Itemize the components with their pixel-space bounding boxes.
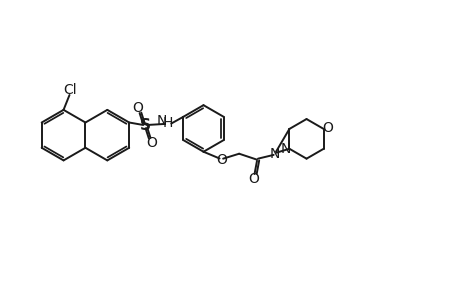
Text: N: N xyxy=(280,142,290,156)
Text: S: S xyxy=(139,118,150,133)
Text: N: N xyxy=(157,114,167,128)
Text: O: O xyxy=(322,121,333,135)
Text: Cl: Cl xyxy=(63,83,77,97)
Text: O: O xyxy=(146,136,157,150)
Text: O: O xyxy=(215,153,226,167)
Text: O: O xyxy=(248,172,259,186)
Text: O: O xyxy=(132,101,143,115)
Text: H: H xyxy=(162,116,173,130)
Text: N: N xyxy=(269,147,280,161)
